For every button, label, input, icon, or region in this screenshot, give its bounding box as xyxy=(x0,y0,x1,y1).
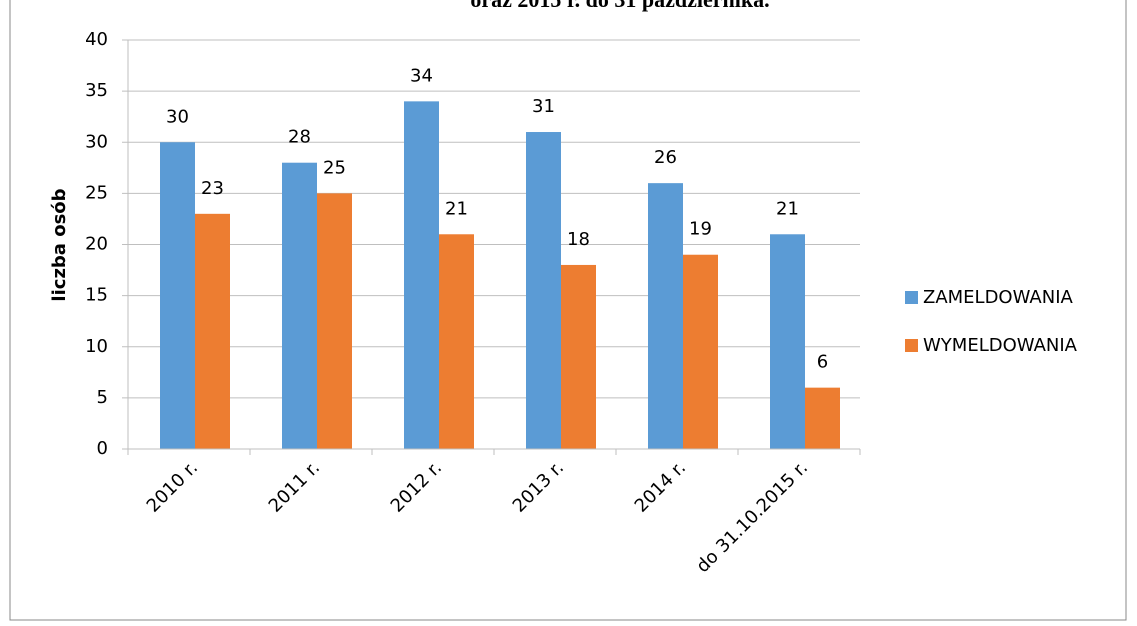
bar xyxy=(317,193,352,449)
data-label: 34 xyxy=(410,65,433,86)
y-tick-label: 5 xyxy=(97,387,108,408)
y-tick-label: 20 xyxy=(85,234,108,255)
data-label: 26 xyxy=(654,147,677,168)
data-label: 23 xyxy=(201,178,224,199)
data-label: 21 xyxy=(445,198,468,219)
x-tick-label: 2014 r. xyxy=(631,457,690,516)
x-tick-label: do 31.10.2015 r. xyxy=(692,457,812,577)
y-tick-label: 15 xyxy=(85,285,108,306)
y-tick-label: 10 xyxy=(85,336,108,357)
y-axis-label: liczba osób xyxy=(49,188,70,301)
data-label: 31 xyxy=(532,96,555,117)
legend-label: ZAMELDOWANIA xyxy=(923,287,1074,308)
bar xyxy=(282,162,317,449)
bar xyxy=(770,234,805,449)
y-tick-label: 0 xyxy=(97,438,108,459)
bar xyxy=(561,264,596,449)
data-label: 18 xyxy=(567,229,590,250)
data-label: 6 xyxy=(817,352,828,373)
data-label: 30 xyxy=(166,106,189,127)
y-tick-label: 25 xyxy=(85,182,108,203)
x-tick-label: 2010 r. xyxy=(143,457,202,516)
bar xyxy=(805,387,840,449)
data-label: 19 xyxy=(689,219,712,240)
y-tick-label: 35 xyxy=(85,80,108,101)
x-tick-label: 2012 r. xyxy=(387,457,446,516)
legend-label: WYMELDOWANIA xyxy=(923,335,1078,356)
data-label: 21 xyxy=(776,198,799,219)
data-label: 25 xyxy=(323,157,346,178)
bar xyxy=(526,132,561,449)
y-tick-label: 30 xyxy=(85,131,108,152)
legend-swatch xyxy=(905,291,918,304)
bar xyxy=(648,183,683,449)
bar xyxy=(439,234,474,449)
frame xyxy=(9,0,1127,621)
legend-swatch xyxy=(905,339,918,352)
y-tick-label: 40 xyxy=(85,29,108,50)
bar xyxy=(195,213,230,449)
x-tick-label: 2013 r. xyxy=(509,457,568,516)
bar xyxy=(160,142,195,449)
bar xyxy=(683,254,718,449)
bar xyxy=(404,101,439,449)
chart-title: oraz 2015 r. do 31 października. xyxy=(470,0,769,12)
data-label: 28 xyxy=(288,127,311,148)
x-tick-label: 2011 r. xyxy=(265,457,324,516)
